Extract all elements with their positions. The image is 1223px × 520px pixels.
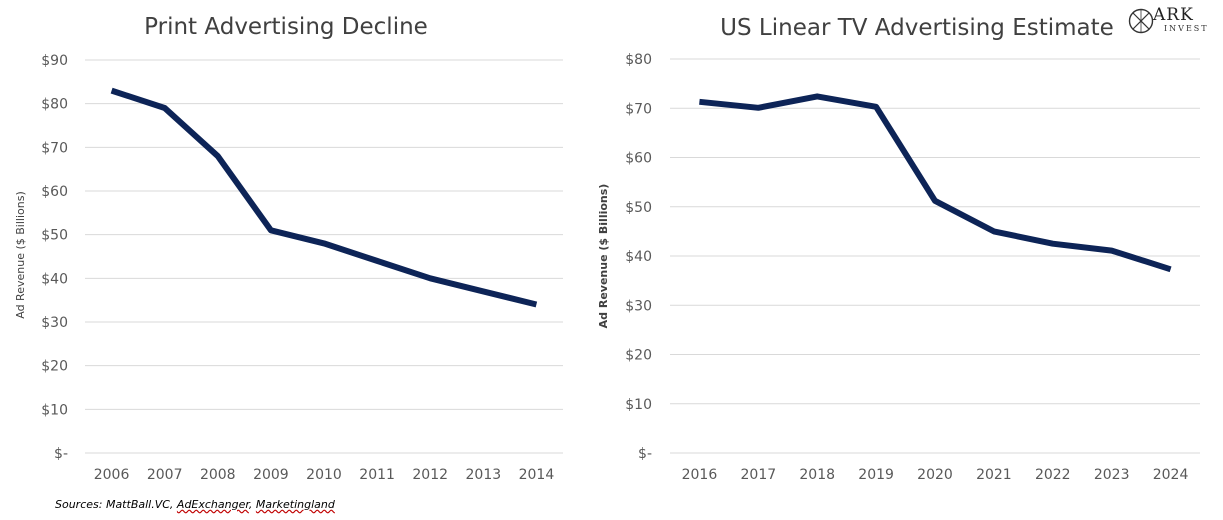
y-tick-label: $50 (41, 228, 68, 244)
series-line (699, 93, 1172, 273)
x-tick-label: 2008 (200, 467, 236, 483)
x-tick-label: 2007 (147, 467, 183, 483)
x-tick-label: 2014 (519, 467, 555, 483)
y-tick-label: $70 (41, 140, 68, 156)
y-tick-label: $60 (625, 151, 652, 167)
x-tick-label: 2018 (799, 467, 835, 483)
chart-title: US Linear TV Advertising Estimate (720, 15, 1114, 41)
source-marketingland: Marketingland (255, 498, 335, 511)
x-tick-label: 2017 (741, 467, 777, 483)
x-tick-label: 2022 (1035, 467, 1071, 483)
x-tick-label: 2016 (682, 467, 718, 483)
y-tick-label: $80 (625, 52, 652, 68)
y-tick-label: $- (638, 446, 652, 462)
logo-subtext: INVEST (1164, 24, 1209, 33)
ark-logo-icon (1128, 8, 1154, 34)
x-tick-label: 2011 (359, 467, 395, 483)
y-tick-label: $- (54, 446, 68, 462)
y-tick-label: $20 (41, 359, 68, 375)
y-tick-label: $80 (41, 97, 68, 113)
y-tick-label: $10 (625, 397, 652, 413)
series-line (110, 87, 538, 308)
x-tick-label: 2010 (306, 467, 342, 483)
chart-us-linear-tv: US Linear TV Advertising Estimate Ad Reve… (597, 15, 1200, 483)
x-tick-label: 2013 (466, 467, 502, 483)
chart-print-advertising: Print Advertising Decline Ad Revenue ($ B… (14, 14, 563, 483)
x-tick-label: 2009 (253, 467, 289, 483)
x-tick-label: 2006 (94, 467, 130, 483)
x-tick-label: 2021 (976, 467, 1012, 483)
x-tick-label: 2020 (917, 467, 953, 483)
y-tick-label: $70 (625, 101, 652, 117)
y-axis-label: Ad Revenue ($ Billions) (14, 191, 27, 319)
y-tick-label: $40 (625, 249, 652, 265)
x-tick-label: 2019 (858, 467, 894, 483)
y-tick-label: $50 (625, 200, 652, 216)
sources-prefix: Sources: MattBall.VC, (55, 498, 177, 511)
chart-title: Print Advertising Decline (144, 14, 428, 40)
y-tick-label: $40 (41, 271, 68, 287)
x-tick-label: 2012 (412, 467, 448, 483)
sources-separator: , (248, 498, 256, 511)
y-tick-label: $30 (625, 298, 652, 314)
y-tick-label: $60 (41, 184, 68, 200)
sources-note: Sources: MattBall.VC, AdExchanger, Marke… (55, 498, 335, 511)
y-tick-label: $90 (41, 53, 68, 69)
logo-wordmark: ARK (1153, 5, 1194, 25)
x-tick-label: 2024 (1153, 467, 1189, 483)
y-tick-label: $10 (41, 402, 68, 418)
y-tick-label: $30 (41, 315, 68, 331)
y-axis-label: Ad Revenue ($ Billions) (597, 184, 610, 329)
source-adexchanger: AdExchanger (176, 498, 249, 511)
y-tick-label: $20 (625, 348, 652, 364)
x-tick-label: 2023 (1094, 467, 1130, 483)
